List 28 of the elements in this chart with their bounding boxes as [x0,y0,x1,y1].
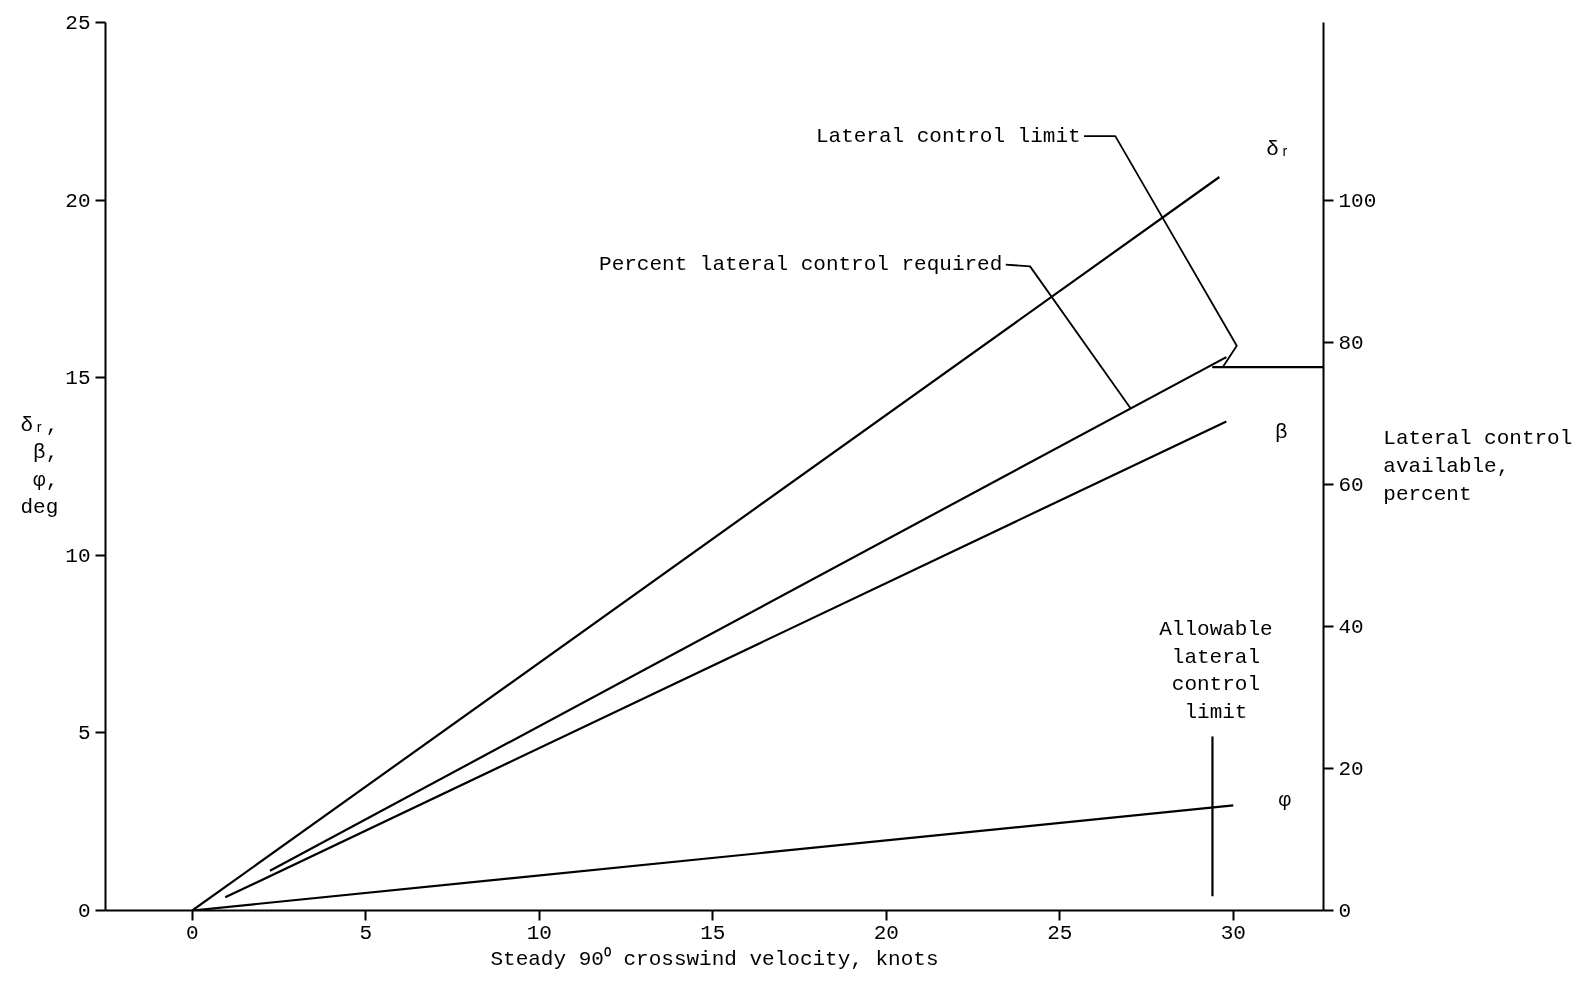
y-tick-label: 20 [65,189,91,213]
y2-tick-label: 80 [1338,331,1364,355]
x-tick-label: 5 [359,921,373,945]
x-tick-label: 10 [526,921,552,945]
y2-tick-label: 100 [1338,189,1377,213]
text: β [1274,420,1288,444]
text: δᵣ [1266,138,1292,162]
x-axis-title: Steady 90⁰ crosswind velocity, knots [490,946,939,971]
x-tick-label: 30 [1220,921,1246,945]
y-tick-label: 25 [65,12,91,35]
x-tick-label: 25 [1047,921,1073,945]
text: φ [1278,788,1292,812]
x-tick-label: 15 [700,921,726,945]
x-tick-label: 0 [185,921,199,945]
text: Percent lateral control required [599,253,1003,277]
y-tick-label: 10 [65,544,91,568]
y-tick-label: 15 [65,367,91,391]
y-tick-label: 0 [77,900,91,923]
y2-tick-label: 40 [1338,615,1364,639]
y-tick-label: 5 [77,722,91,746]
x-tick-label: 20 [873,921,899,945]
y2-tick-label: 20 [1338,757,1364,781]
y2-axis-title: Lateral control available, percent [1383,427,1573,506]
text: Lateral control limit [815,124,1081,148]
y-axis-title: δᵣ, β, φ, deg [20,413,59,520]
y2-tick-label: 0 [1338,900,1352,923]
text: Allowable lateral control limit [1159,618,1273,725]
y2-tick-label: 60 [1338,473,1364,497]
